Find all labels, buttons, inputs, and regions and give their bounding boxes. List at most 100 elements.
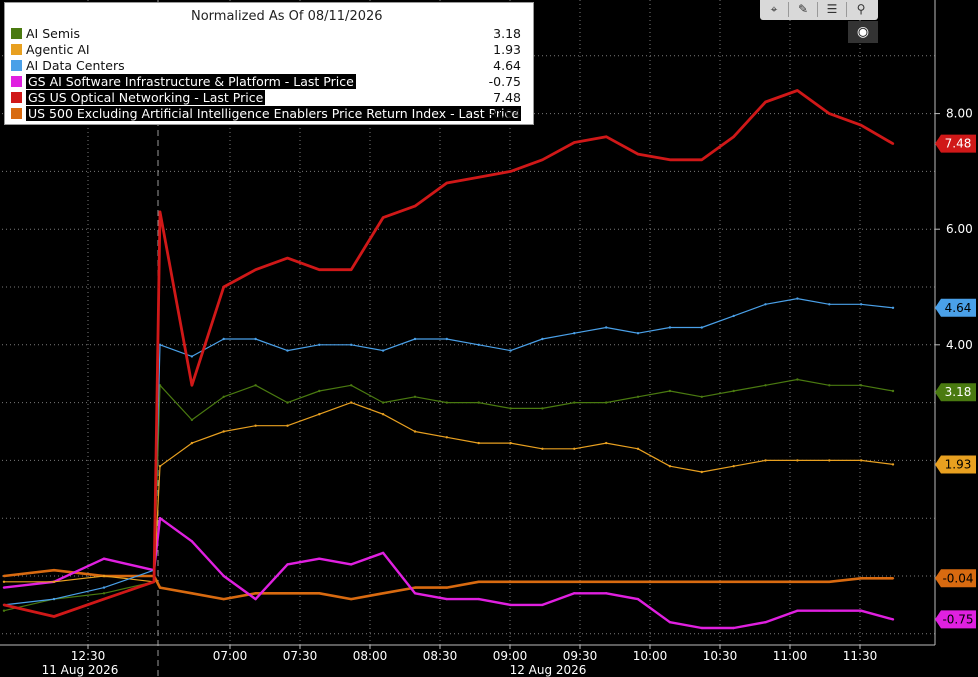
series-2-point-27 — [891, 306, 895, 309]
series-4-point-25 — [828, 112, 831, 115]
last-value-tag-4 — [935, 134, 976, 153]
series-1-point-19 — [636, 447, 640, 450]
y-tick-label-0: 4.00 — [946, 338, 973, 352]
series-4-point-12 — [413, 204, 417, 208]
series-1-point-10 — [350, 401, 353, 404]
legend-series-value-4: 7.48 — [493, 90, 521, 105]
last-value-tag-0 — [935, 383, 976, 402]
series-5-point-14 — [477, 580, 480, 583]
series-5-point-24 — [796, 580, 799, 583]
date-label-0: 11 Aug 2026 — [42, 663, 119, 677]
series-3-point-10 — [350, 563, 353, 566]
series-5-point-27 — [891, 577, 895, 580]
series-5-point-17 — [573, 580, 576, 583]
series-4-point-21 — [700, 158, 703, 161]
x-tick-label-8: 10:30 — [703, 649, 738, 663]
legend-row-5: US 500 Excluding Artificial Intelligence… — [11, 106, 522, 121]
series-2-point-18 — [605, 326, 608, 329]
series-5-point-12 — [413, 586, 417, 589]
series-4-point-7 — [254, 268, 257, 271]
series-1-point-15 — [509, 441, 512, 445]
last-value-label-2: 4.64 — [945, 301, 972, 315]
series-3-point-19 — [636, 597, 640, 601]
series-1-point-7 — [254, 424, 257, 427]
legend-row-0: AI Semis — [11, 26, 80, 41]
series-3-point-18 — [605, 592, 608, 595]
series-2-point-5 — [190, 355, 194, 358]
series-4-point-23 — [764, 100, 767, 104]
list-icon[interactable]: ☰ — [826, 2, 838, 16]
series-3-point-9 — [318, 557, 321, 560]
date-label-1: 12 Aug 2026 — [510, 663, 587, 677]
record-button[interactable]: ◉ — [848, 21, 878, 43]
series-0-point-26 — [859, 384, 863, 387]
series-0-point-13 — [445, 401, 448, 404]
x-tick-label-5: 09:00 — [493, 649, 528, 663]
legend-series-value-2: 4.64 — [493, 58, 521, 73]
series-3-point-4 — [158, 517, 162, 520]
series-3-point-2 — [102, 557, 106, 560]
legend-swatch-5 — [11, 108, 22, 119]
pencil-icon[interactable]: ✎ — [797, 2, 809, 16]
series-0-point-27 — [891, 389, 895, 393]
chart-legend: Normalized As Of 08/11/2026 AI Semis 3.18… — [4, 2, 534, 125]
series-2-point-8 — [286, 349, 289, 352]
series-1-point-27 — [891, 463, 895, 466]
series-0-point-6 — [222, 395, 225, 398]
legend-row-1: Agentic AI — [11, 42, 90, 57]
series-0-point-2 — [102, 592, 106, 595]
series-4-point-5 — [190, 384, 194, 387]
series-5-point-18 — [605, 580, 608, 583]
series-2-point-10 — [350, 343, 353, 346]
legend-series-value-1: 1.93 — [493, 42, 521, 57]
series-1-point-18 — [605, 441, 608, 445]
series-1-point-13 — [445, 436, 448, 439]
series-2-point-16 — [541, 337, 544, 341]
y-tick-label-1: 6.00 — [946, 222, 973, 236]
x-tick-label-1: 07:00 — [213, 649, 248, 663]
series-2-point-15 — [509, 349, 512, 352]
series-3-point-21 — [700, 626, 703, 630]
series-1-point-12 — [413, 430, 417, 433]
series-2-point-21 — [700, 326, 703, 329]
series-0-point-5 — [190, 418, 194, 422]
chart-toolbar: ⌖ ✎ ☰ ⚲ — [760, 0, 878, 20]
series-0-point-11 — [381, 401, 385, 404]
series-3-point-26 — [859, 609, 863, 612]
series-1-point-9 — [318, 413, 321, 416]
last-value-label-4: 7.48 — [945, 137, 972, 151]
series-1-point-11 — [381, 413, 385, 416]
series-1-point-5 — [190, 441, 194, 445]
series-2-point-13 — [445, 337, 448, 341]
series-0-point-19 — [636, 395, 640, 398]
legend-series-name-5: US 500 Excluding Artificial Intelligence… — [26, 106, 522, 121]
series-0-point-7 — [254, 384, 257, 387]
legend-series-value-3: -0.75 — [488, 74, 521, 89]
series-0-point-16 — [541, 407, 544, 410]
legend-series-name-3: GS AI Software Infrastructure & Platform… — [26, 74, 356, 89]
series-5-point-25 — [828, 580, 831, 583]
series-2-point-7 — [254, 337, 257, 341]
series-0-point-9 — [318, 389, 321, 393]
series-4-point-6 — [222, 285, 225, 289]
series-0-point-17 — [573, 401, 576, 404]
last-value-label-0: 3.18 — [945, 385, 972, 399]
crosshair-icon[interactable]: ⌖ — [770, 2, 778, 16]
series-1-point-8 — [286, 424, 289, 427]
legend-row-2: AI Data Centers — [11, 58, 125, 73]
legend-series-name-0: AI Semis — [26, 26, 80, 41]
series-1-point-25 — [828, 459, 831, 462]
series-4-point-2 — [102, 597, 106, 601]
series-3-point-14 — [477, 597, 480, 601]
series-2-point-14 — [477, 343, 480, 346]
series-3-point-13 — [445, 597, 448, 601]
series-2-point-11 — [381, 349, 385, 352]
series-0-point-10 — [350, 384, 353, 387]
zoom-icon[interactable]: ⚲ — [856, 2, 866, 16]
series-3-point-20 — [668, 621, 672, 624]
series-1-point-2 — [102, 574, 106, 578]
series-5-point-5 — [190, 592, 194, 595]
series-3-point-7 — [254, 597, 257, 601]
series-line-3 — [3, 517, 894, 630]
